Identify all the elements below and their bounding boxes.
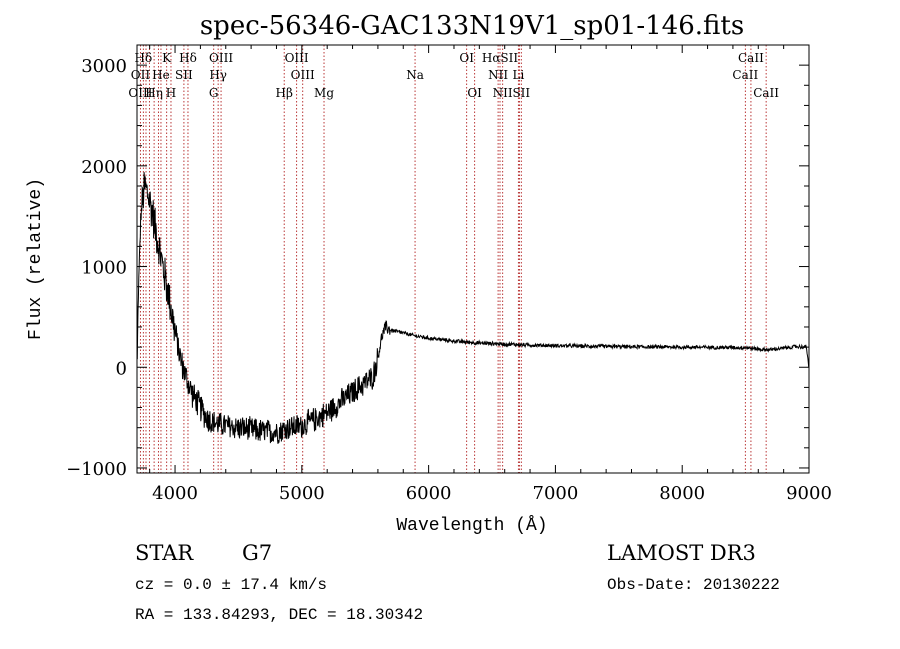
line-marker-label: HαSII xyxy=(482,51,519,65)
spectrum-line xyxy=(136,172,810,444)
line-marker-label: NII xyxy=(488,68,508,82)
line-marker-label: Mg xyxy=(314,86,334,100)
survey-name: LAMOST DR3 xyxy=(607,541,756,565)
x-tick-label: 7000 xyxy=(533,483,579,504)
x-tick-label: 4000 xyxy=(152,483,198,504)
line-marker-label: Hδ xyxy=(179,51,197,65)
subclass: G7 xyxy=(242,541,272,565)
line-marker-label: CaII xyxy=(732,68,758,82)
line-marker-label: SII xyxy=(512,86,530,100)
redshift-readout: cz = 0.0 ± 17.4 km/s xyxy=(135,576,327,594)
y-tick-label: −1000 xyxy=(66,459,127,480)
line-marker-label: Hγ xyxy=(209,68,227,82)
line-marker-label: CaII xyxy=(738,51,764,65)
line-marker-label: NII xyxy=(493,86,513,100)
y-tick-label: 3000 xyxy=(81,56,127,77)
object-type: STAR xyxy=(135,541,194,565)
line-marker-label: CaII xyxy=(753,86,779,100)
emission-line-labels: Hδ K Hδ OIII OIII OI HαSII CaII OII He SII Hγ OIII Na… xyxy=(128,51,779,100)
x-axis-ticks: 4000 5000 6000 7000 8000 9000 xyxy=(149,45,832,504)
line-marker-label: OI xyxy=(459,51,474,65)
y-axis-ticks: −1000 0 1000 2000 3000 xyxy=(66,44,809,480)
line-marker-label: H xyxy=(166,86,176,100)
line-marker-label: Hβ xyxy=(276,86,293,100)
x-tick-label: 5000 xyxy=(279,483,325,504)
line-marker-label: OII xyxy=(131,68,151,82)
line-marker-label: K xyxy=(162,51,172,65)
line-marker-label: Na xyxy=(406,68,424,82)
line-marker-label: Hδ xyxy=(134,51,152,65)
line-marker-label: OIII xyxy=(209,51,233,65)
obs-date: Obs-Date: 20130222 xyxy=(607,576,780,594)
line-marker-label: He xyxy=(152,68,170,82)
x-axis-label: Wavelength (Å) xyxy=(396,515,547,536)
chart-title: spec-56346-GAC133N19V1_sp01-146.fits xyxy=(200,11,744,41)
line-marker-label: OIII xyxy=(291,68,315,82)
y-axis-label: Flux (relative) xyxy=(26,178,46,340)
x-tick-label: 9000 xyxy=(786,483,832,504)
line-marker-label: SII xyxy=(175,68,193,82)
y-tick-label: 0 xyxy=(116,358,127,379)
line-marker-label: Li xyxy=(512,68,524,82)
line-marker-label: OI xyxy=(467,86,482,100)
coordinates: RA = 133.84293, DEC = 18.30342 xyxy=(135,606,423,624)
line-marker-label: G xyxy=(209,86,219,100)
line-marker-label: OIII xyxy=(285,51,309,65)
line-marker-label: OIII xyxy=(128,86,152,100)
emission-line-markers xyxy=(139,45,767,473)
y-tick-label: 2000 xyxy=(81,157,127,178)
x-tick-label: 6000 xyxy=(406,483,452,504)
x-tick-label: 8000 xyxy=(659,483,705,504)
plot-frame xyxy=(136,44,810,474)
line-marker-label: Hη xyxy=(145,86,163,100)
y-tick-label: 1000 xyxy=(81,258,127,279)
